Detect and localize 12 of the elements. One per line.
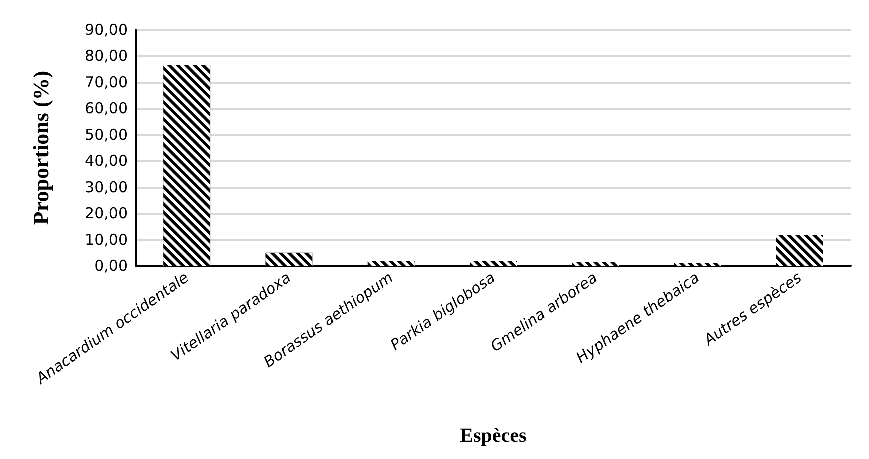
y-tick-label: 60,00 (85, 100, 128, 118)
y-tick-label: 0,00 (94, 257, 128, 275)
y-tick-label: 40,00 (85, 152, 128, 170)
y-tick-label: 90,00 (85, 21, 128, 39)
y-axis-title: Proportions (%) (28, 70, 54, 226)
x-axis-title: Espèces (460, 425, 528, 447)
y-tick-label: 20,00 (85, 204, 128, 223)
y-tick-label: 10,00 (85, 230, 128, 249)
y-tick-label: 80,00 (85, 47, 128, 66)
y-tick-label: 30,00 (85, 178, 128, 196)
y-tick-label: 70,00 (85, 73, 128, 92)
y-tick-label: 50,00 (85, 126, 128, 144)
